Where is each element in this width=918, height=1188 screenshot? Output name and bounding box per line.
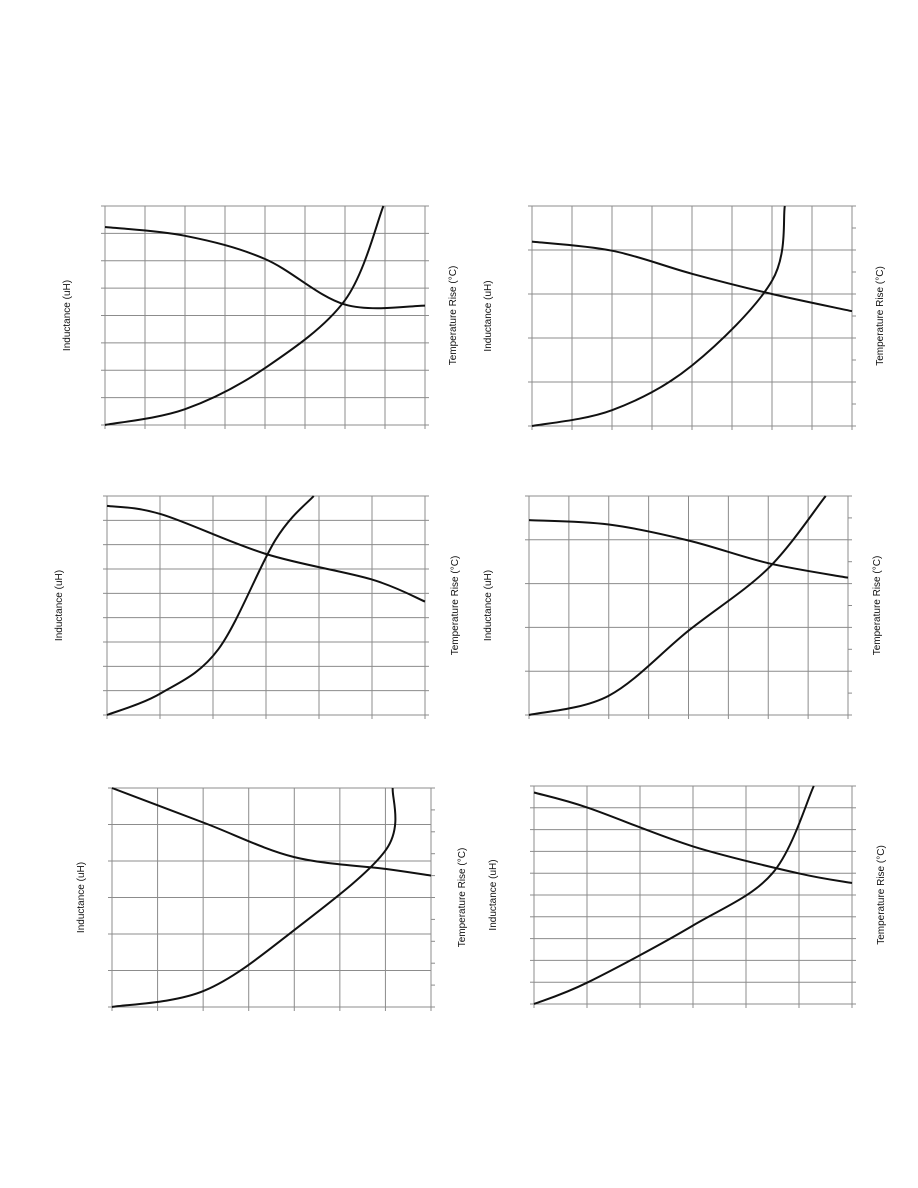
- y-axis-label: Inductance (uH): [483, 570, 494, 641]
- y2-axis-label: Temperature Rise (°C): [875, 266, 886, 366]
- inductance-curve: [533, 791, 853, 884]
- y-axis-label: Inductance (uH): [62, 280, 73, 351]
- chart-6: Inductance (uH) Temperature Rise (°C): [488, 785, 887, 1008]
- inductance-curve: [106, 504, 426, 603]
- chart-2: Inductance (uH) Temperature Rise (°C): [483, 205, 886, 430]
- y2-axis-label: Temperature Rise (°C): [876, 845, 887, 945]
- y2-axis-label: Temperature Rise (°C): [450, 556, 461, 656]
- chart-1: Inductance (uH) Temperature Rise (°C): [62, 205, 459, 429]
- inductance-curve: [104, 226, 426, 310]
- y-axis-label: Inductance (uH): [488, 859, 499, 930]
- temperature-rise-curve: [528, 495, 827, 716]
- y-axis-label: Inductance (uH): [76, 862, 87, 933]
- temperature-rise-curve: [104, 205, 385, 426]
- y2-axis-label: Temperature Rise (°C): [872, 556, 883, 656]
- temperature-rise-curve: [111, 787, 397, 1008]
- inductance-curve: [531, 240, 853, 313]
- chart-3: Inductance (uH) Temperature Rise (°C): [54, 495, 461, 719]
- temperature-rise-curve: [106, 495, 315, 716]
- chart-4: Inductance (uH) Temperature Rise (°C): [483, 495, 883, 719]
- temperature-rise-curve: [533, 785, 815, 1005]
- y-axis-label: Inductance (uH): [54, 570, 65, 641]
- y-axis-label: Inductance (uH): [483, 280, 494, 351]
- temperature-rise-curve: [531, 205, 786, 427]
- y2-axis-label: Temperature Rise (°C): [457, 848, 468, 948]
- inductance-curve: [528, 519, 849, 579]
- inductance-curve: [111, 787, 432, 877]
- y2-axis-label: Temperature Rise (°C): [448, 266, 459, 366]
- chart-5: Inductance (uH) Temperature Rise (°C): [76, 787, 468, 1011]
